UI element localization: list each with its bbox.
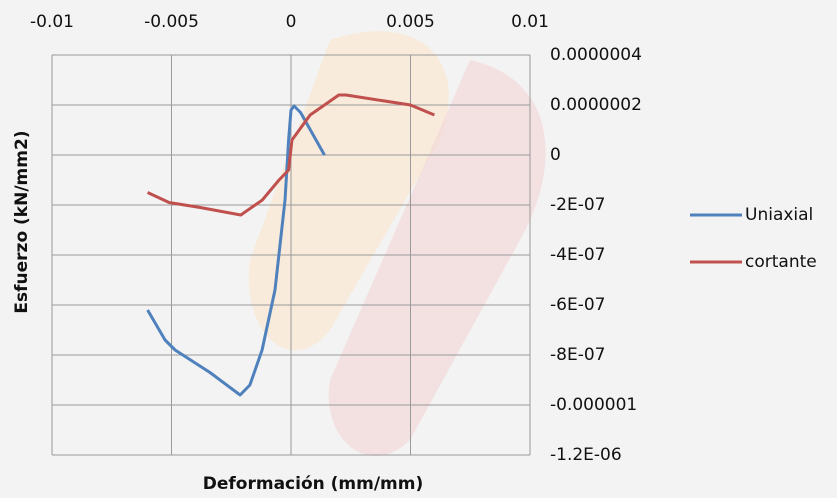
y-tick-label: -6E-07 [550, 295, 605, 315]
x-axis-label: Deformación (mm/mm) [203, 474, 424, 494]
y-tick-label: -8E-07 [550, 345, 605, 365]
x-tick-label: 0.01 [511, 12, 549, 32]
y-tick-label: -4E-07 [550, 245, 605, 265]
x-tick-label: 0.005 [386, 12, 435, 32]
legend-label: cortante [745, 252, 817, 272]
y-tick-label: -0.000001 [550, 395, 637, 415]
x-tick-label: 0 [286, 12, 297, 32]
y-axis-label: Esfuerzo (kN/mm2) [12, 130, 32, 313]
y-tick-label: -2E-07 [550, 195, 605, 215]
data-line [146, 104, 326, 397]
legend-label: Uniaxial [745, 205, 813, 225]
y-tick-label: -1.2E-06 [550, 445, 622, 465]
x-tick-label: -0.005 [144, 12, 199, 32]
data-line [146, 93, 435, 217]
y-tick-label: 0 [550, 145, 561, 165]
watermark [328, 60, 546, 457]
y-tick-label: 0.0000002 [550, 95, 642, 115]
y-tick-label: 0.0000004 [550, 45, 642, 65]
watermark [248, 31, 449, 351]
x-tick-label: -0.01 [30, 12, 74, 32]
